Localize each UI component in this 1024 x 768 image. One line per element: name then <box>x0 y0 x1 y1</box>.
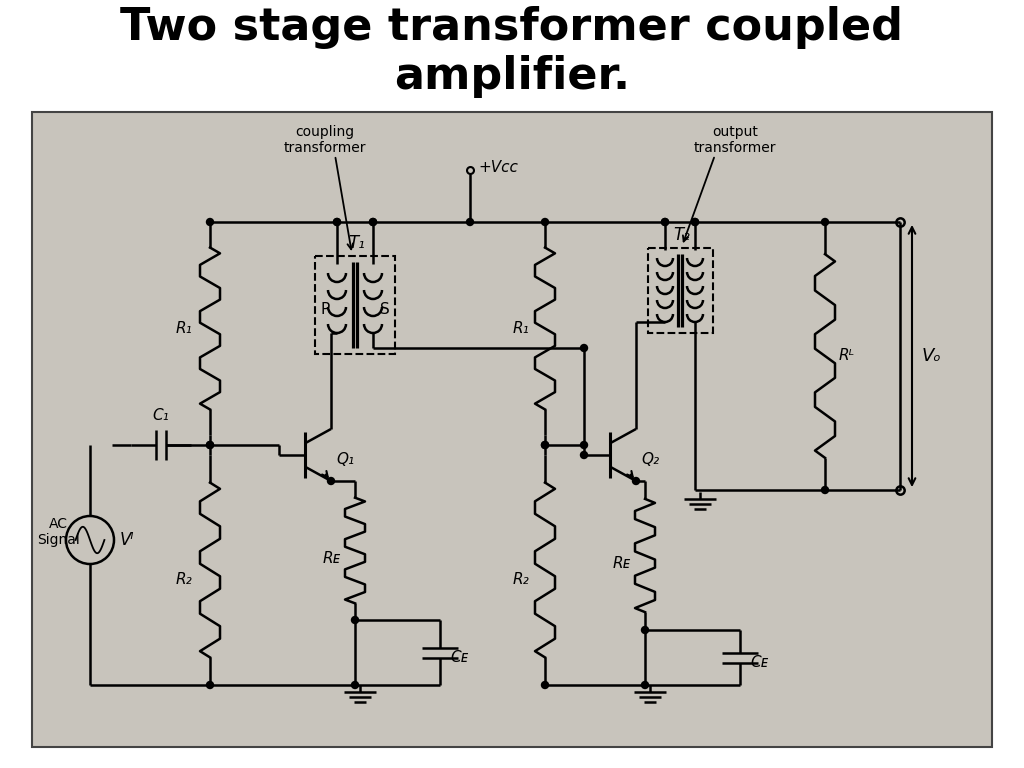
Circle shape <box>334 219 341 226</box>
Text: Cᴇ: Cᴇ <box>450 650 468 665</box>
Text: T₂: T₂ <box>674 226 690 244</box>
Circle shape <box>351 681 358 688</box>
Text: Cᴇ: Cᴇ <box>750 655 768 670</box>
Circle shape <box>207 681 213 688</box>
Text: R₁: R₁ <box>512 321 529 336</box>
Circle shape <box>662 219 669 226</box>
Text: P: P <box>321 303 330 317</box>
Text: Vᴵ: Vᴵ <box>120 531 134 549</box>
Circle shape <box>691 219 698 226</box>
Circle shape <box>542 681 549 688</box>
Bar <box>32 112 992 747</box>
Circle shape <box>581 452 588 458</box>
Circle shape <box>662 219 669 226</box>
Text: R₂: R₂ <box>512 572 529 588</box>
Text: Rᴸ: Rᴸ <box>839 349 855 363</box>
Text: S: S <box>380 303 390 317</box>
Circle shape <box>467 219 473 226</box>
Text: T₁: T₁ <box>348 234 366 252</box>
Circle shape <box>207 442 213 449</box>
Circle shape <box>641 627 648 634</box>
Circle shape <box>370 219 377 226</box>
Text: Rᴇ: Rᴇ <box>613 556 631 571</box>
Circle shape <box>581 442 588 449</box>
Circle shape <box>633 478 640 485</box>
Text: AC
Signal: AC Signal <box>37 517 80 547</box>
Circle shape <box>581 345 588 352</box>
Text: Q₁: Q₁ <box>336 452 354 468</box>
Circle shape <box>370 219 377 226</box>
Text: Rᴇ: Rᴇ <box>323 551 341 566</box>
Text: coupling
transformer: coupling transformer <box>284 125 367 155</box>
Circle shape <box>691 219 698 226</box>
Text: output
transformer: output transformer <box>693 125 776 155</box>
Circle shape <box>542 219 549 226</box>
Bar <box>315 256 395 354</box>
Text: C₁: C₁ <box>153 408 169 423</box>
Circle shape <box>351 617 358 624</box>
Circle shape <box>821 219 828 226</box>
Circle shape <box>542 442 549 449</box>
Text: R₁: R₁ <box>175 321 193 336</box>
Text: +Vcc: +Vcc <box>478 161 518 176</box>
Circle shape <box>821 486 828 494</box>
Circle shape <box>207 442 213 449</box>
Circle shape <box>641 681 648 688</box>
Text: Vₒ: Vₒ <box>922 347 942 365</box>
Text: Two stage transformer coupled
amplifier.: Two stage transformer coupled amplifier. <box>121 5 903 98</box>
Circle shape <box>207 219 213 226</box>
Circle shape <box>334 219 341 226</box>
Text: R₂: R₂ <box>175 572 193 588</box>
Bar <box>647 247 713 333</box>
Circle shape <box>542 442 549 449</box>
Circle shape <box>328 478 335 485</box>
Text: Q₂: Q₂ <box>641 452 659 468</box>
